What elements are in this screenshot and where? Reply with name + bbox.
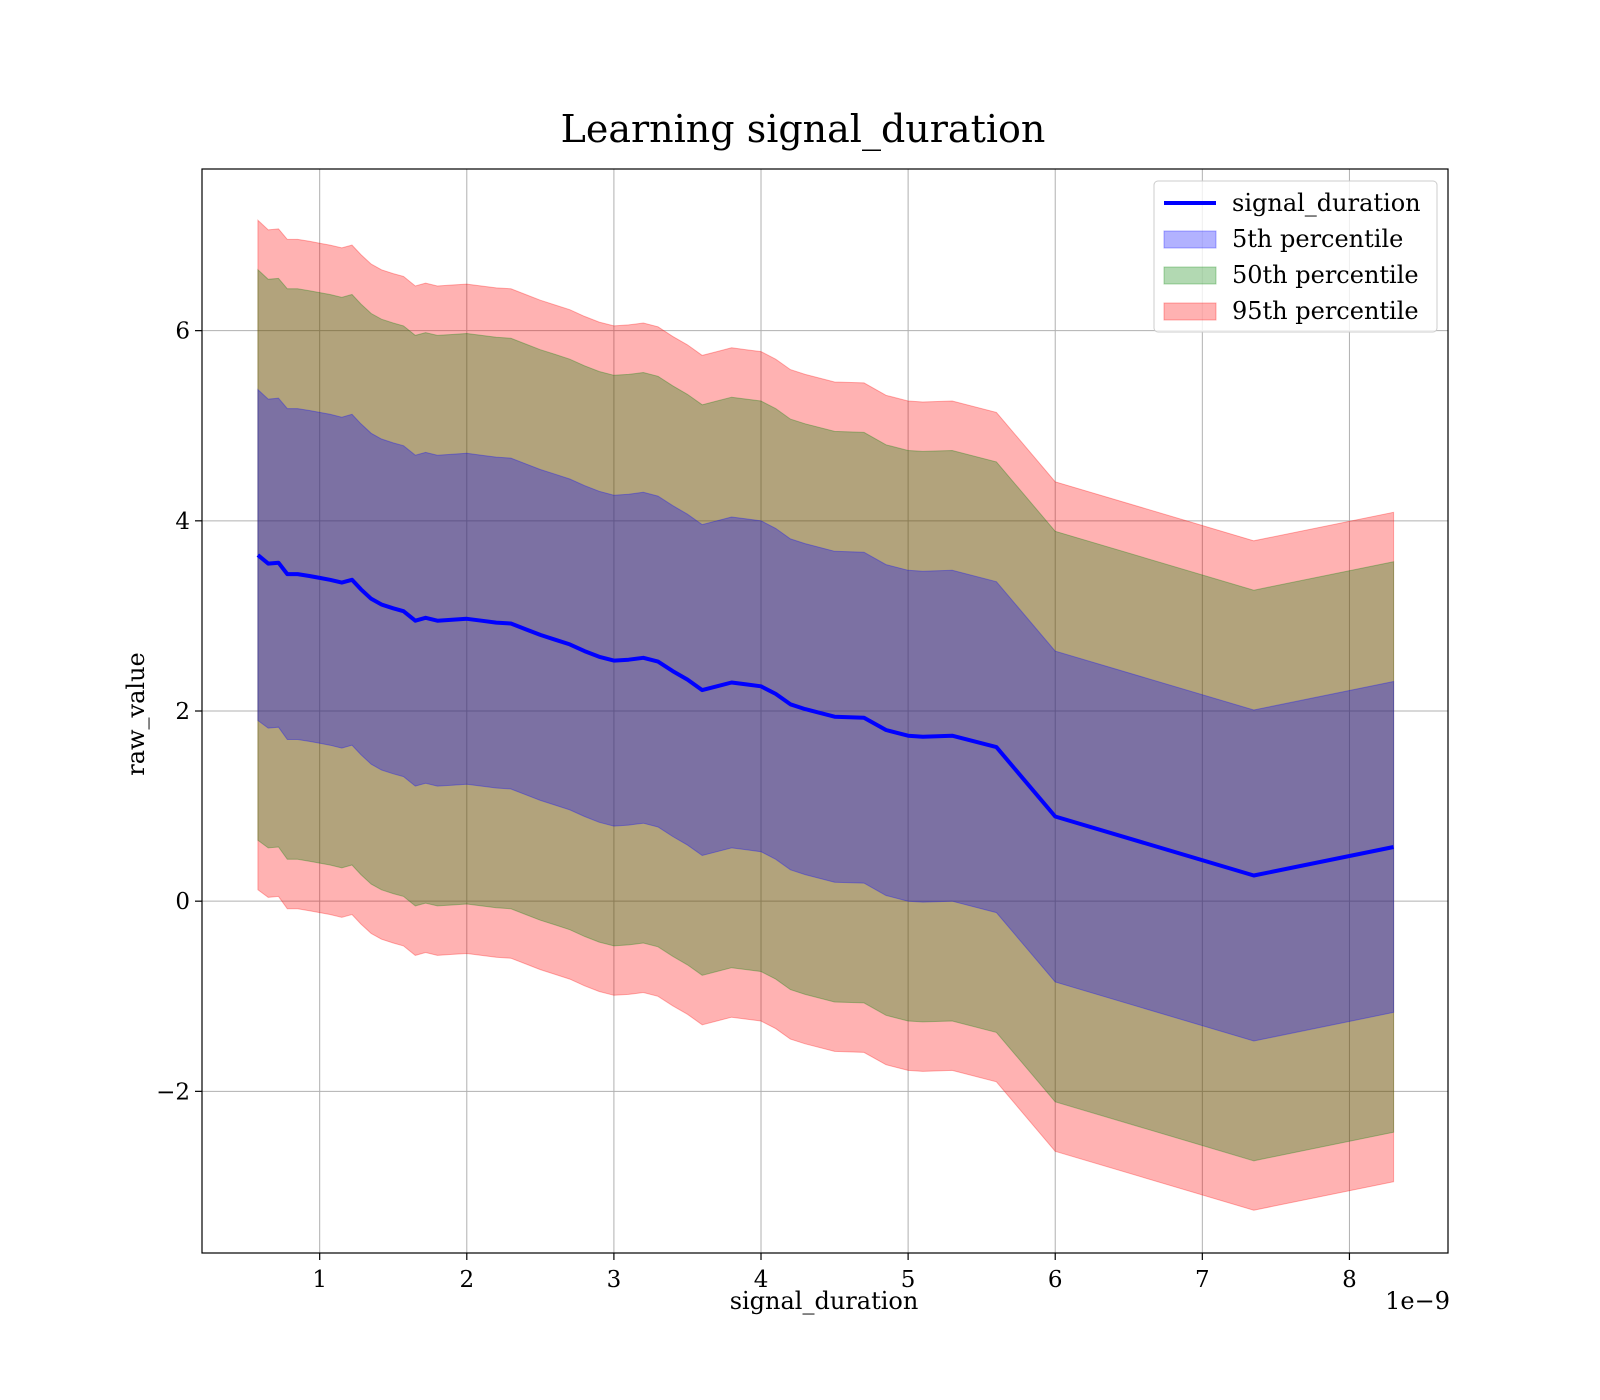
legend-swatch-patch [1163, 230, 1217, 249]
legend-label: 95th percentile [1232, 297, 1419, 325]
legend-swatch-patch [1163, 302, 1217, 321]
legend-label: 5th percentile [1232, 225, 1403, 253]
x-tick-label: 8 [1342, 1267, 1357, 1293]
series-lines [256, 553, 1394, 878]
series-line-signal-duration [256, 553, 1394, 878]
x-tick-label: 6 [1048, 1267, 1063, 1293]
x-axis-label: signal_duration [730, 1287, 919, 1315]
x-tick-label: 5 [901, 1267, 916, 1293]
x-tick-label: 2 [459, 1267, 474, 1293]
legend-label: signal_duration [1232, 189, 1421, 217]
x-tick-label: 7 [1195, 1267, 1210, 1293]
y-tick-label: 2 [175, 699, 190, 725]
legend-label: 50th percentile [1232, 261, 1419, 289]
legend-swatch-patch [1163, 266, 1217, 285]
plot-area [201, 168, 1449, 1254]
y-tick-label: 4 [175, 509, 190, 535]
x-offset-text: 1e−9 [1385, 1287, 1450, 1315]
chart-title: Learning signal_duration [561, 107, 1046, 152]
y-tick-label: 6 [175, 319, 190, 345]
x-tick-label: 3 [607, 1267, 622, 1293]
legend-box [1153, 180, 1438, 333]
y-tick-label: 0 [175, 889, 190, 915]
y-tick-label: −2 [156, 1079, 190, 1105]
x-tick-label: 4 [754, 1267, 769, 1293]
y-axis-label: raw_value [122, 652, 150, 776]
legend: signal_duration 5th percentile 50th percen… [1153, 180, 1438, 333]
x-tick-label: 1 [312, 1267, 327, 1293]
axis-ticks: 1 2 3 4 5 6 7 8 −2 0 2 4 6 [156, 319, 1357, 1293]
